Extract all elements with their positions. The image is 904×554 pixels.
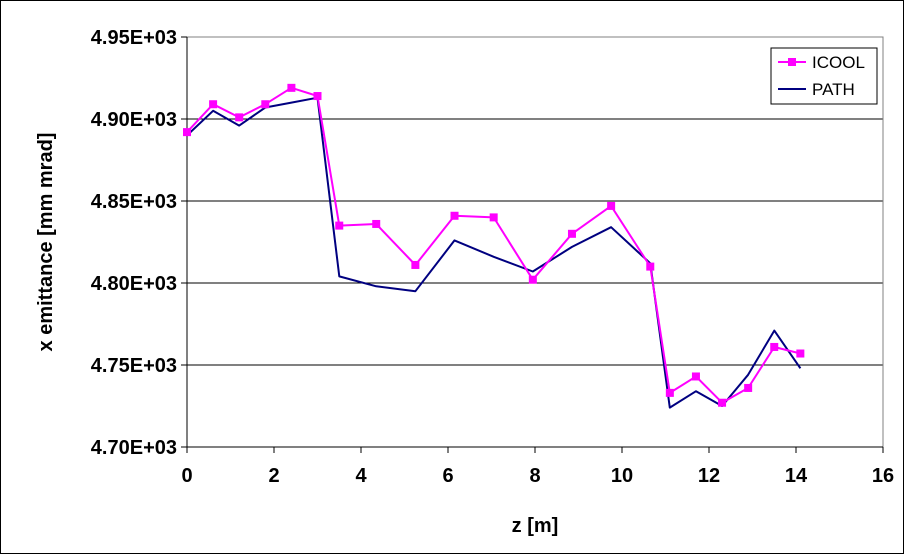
legend-label-icool: ICOOL xyxy=(812,53,865,72)
data-point-icool xyxy=(770,342,779,351)
x-tick-label: 4 xyxy=(355,465,367,487)
data-point-icool xyxy=(567,229,576,238)
x-axis-title: z [m] xyxy=(512,515,559,537)
axes xyxy=(181,36,884,453)
legend-label-path: PATH xyxy=(812,80,855,99)
y-tick-label: 4.80E+03 xyxy=(91,273,177,295)
y-axis-title: x emittance [mm mrad] xyxy=(35,133,57,352)
data-point-icool xyxy=(209,100,218,109)
data-point-icool xyxy=(607,201,616,210)
data-point-icool xyxy=(313,92,322,101)
y-tick-label: 4.75E+03 xyxy=(91,355,177,377)
x-tick-label: 10 xyxy=(611,465,633,487)
data-point-icool xyxy=(335,221,344,230)
data-point-icool xyxy=(287,83,296,92)
y-tick-label: 4.95E+03 xyxy=(91,27,177,49)
data-point-icool xyxy=(450,211,459,220)
data-point-icool xyxy=(372,219,381,228)
y-tick-label: 4.85E+03 xyxy=(91,191,177,213)
data-point-icool xyxy=(183,128,191,137)
x-tick-label: 16 xyxy=(872,465,894,487)
x-tick-label: 14 xyxy=(785,465,808,487)
x-tick-label: 8 xyxy=(529,465,540,487)
series xyxy=(183,83,805,409)
y-tick-label: 4.90E+03 xyxy=(91,109,177,131)
x-tick-label: 2 xyxy=(268,465,279,487)
data-point-icool xyxy=(489,213,498,222)
data-point-icool xyxy=(796,349,805,358)
data-point-icool xyxy=(718,398,727,407)
x-tick-label: 12 xyxy=(698,465,720,487)
data-point-icool xyxy=(691,372,700,381)
series-line-path xyxy=(186,96,802,409)
legend: ICOOL PATH xyxy=(770,47,878,105)
data-point-icool xyxy=(665,388,674,397)
data-point-icool xyxy=(646,262,655,271)
series-line-icool xyxy=(186,86,801,404)
y-tick-label: 4.70E+03 xyxy=(91,437,177,459)
data-point-icool xyxy=(528,275,537,284)
tick-labels: 4.70E+03 4.75E+03 4.80E+03 4.85E+03 4.90E+03… xyxy=(91,27,894,487)
x-tick-label: 6 xyxy=(442,465,453,487)
legend-marker-icool xyxy=(788,58,796,66)
x-tick-label: 0 xyxy=(181,465,192,487)
data-point-icool xyxy=(411,260,420,269)
legend-box xyxy=(770,47,878,105)
data-point-icool xyxy=(744,383,753,392)
data-point-icool xyxy=(235,113,244,122)
data-point-icool xyxy=(261,100,270,109)
